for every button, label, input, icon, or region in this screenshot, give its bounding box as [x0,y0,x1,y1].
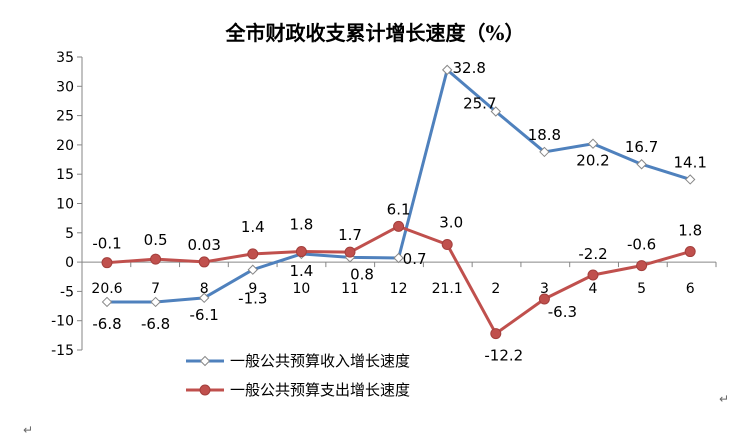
data-label: 20.2 [576,152,609,170]
x-tick-label: 8 [200,281,209,297]
y-tick-label: -10 [51,314,74,330]
series-line-1 [107,68,691,304]
x-tick-label: 11 [341,281,359,297]
data-label: 18.8 [528,126,561,144]
data-label: -6.1 [190,306,219,324]
data-label: 0.7 [403,250,427,268]
legend-marker-expenditure [199,384,211,396]
data-label: -12.2 [484,347,523,365]
x-tick-label: 9 [248,281,257,297]
data-label: -6.3 [548,303,577,321]
y-tick-label: 0 [65,255,74,271]
x-tick-label: 3 [540,281,549,297]
data-label: -2.2 [578,245,607,263]
data-label: 0.03 [187,236,220,254]
data-point-expenditure [636,260,648,272]
data-label: -1.3 [238,290,267,308]
data-label: 1.4 [289,262,313,280]
y-tick-label: -5 [60,284,74,300]
legend-label-1: 一般公共预算收入增长速度 [230,352,410,370]
data-point-expenditure [441,239,453,251]
data-label: -0.1 [92,235,121,253]
x-tick-label: 10 [292,281,310,297]
data-label: -0.6 [627,236,656,254]
data-point-income [636,159,647,170]
data-label: -6.8 [92,315,121,333]
chart-title: 全市财政收支累计增长速度（%） [224,21,524,45]
x-tick-label: 12 [390,281,408,297]
data-point-income [587,138,599,149]
y-tick-label: 15 [56,167,74,183]
x-tick-label: 21.1 [432,281,463,297]
data-point-income [539,146,550,158]
return-mark: ↵ [23,423,33,437]
data-point-income [684,174,696,185]
return-mark: ↵ [719,392,729,406]
data-point-income [393,252,404,264]
data-point-expenditure [393,220,405,232]
data-label: 1.8 [289,216,313,234]
data-label: 0.8 [350,265,374,283]
data-point-income [490,106,502,117]
data-label: 1.4 [241,218,265,236]
data-point-income [150,296,161,308]
data-point-income [247,264,259,275]
y-tick-label: 5 [65,226,74,242]
y-tick-label: 20 [56,138,74,154]
data-point-income [441,64,453,76]
legend-marker-income [199,355,211,367]
data-point-expenditure [198,256,210,268]
data-label: 1.8 [678,222,702,240]
data-label: 16.7 [625,138,658,156]
data-label: 3.0 [439,214,463,232]
data-label: 25.7 [463,94,496,112]
x-tick-label: 7 [151,281,160,297]
data-point-expenditure [101,257,113,269]
y-tick-label: 35 [56,50,74,66]
data-point-expenditure [538,293,550,305]
data-label: 14.1 [673,153,706,171]
y-tick-label: 10 [56,197,74,213]
data-label: 0.5 [144,231,168,249]
x-tick-label: 5 [637,281,646,297]
data-point-expenditure [684,246,696,258]
data-label: 1.7 [338,226,362,244]
x-tick-label: 20.6 [91,281,122,297]
x-tick-label: 6 [686,281,695,297]
x-tick-label: 2 [491,281,500,297]
data-point-income [101,296,113,308]
data-point-income [198,292,210,304]
data-label: -6.8 [141,315,170,333]
data-point-expenditure [490,328,502,340]
data-point-expenditure [247,248,259,260]
data-label: 32.8 [452,59,485,77]
x-tick-label: 4 [589,281,598,297]
y-tick-label: -15 [51,343,74,359]
data-point-expenditure [295,246,307,258]
legend-label-2: 一般公共预算支出增长速度 [230,381,410,399]
data-point-expenditure [150,253,162,265]
data-point-expenditure [344,246,356,258]
y-tick-label: 25 [56,109,74,125]
y-tick-label: 30 [56,79,74,95]
data-point-expenditure [587,269,599,281]
data-label: 6.1 [387,200,411,218]
